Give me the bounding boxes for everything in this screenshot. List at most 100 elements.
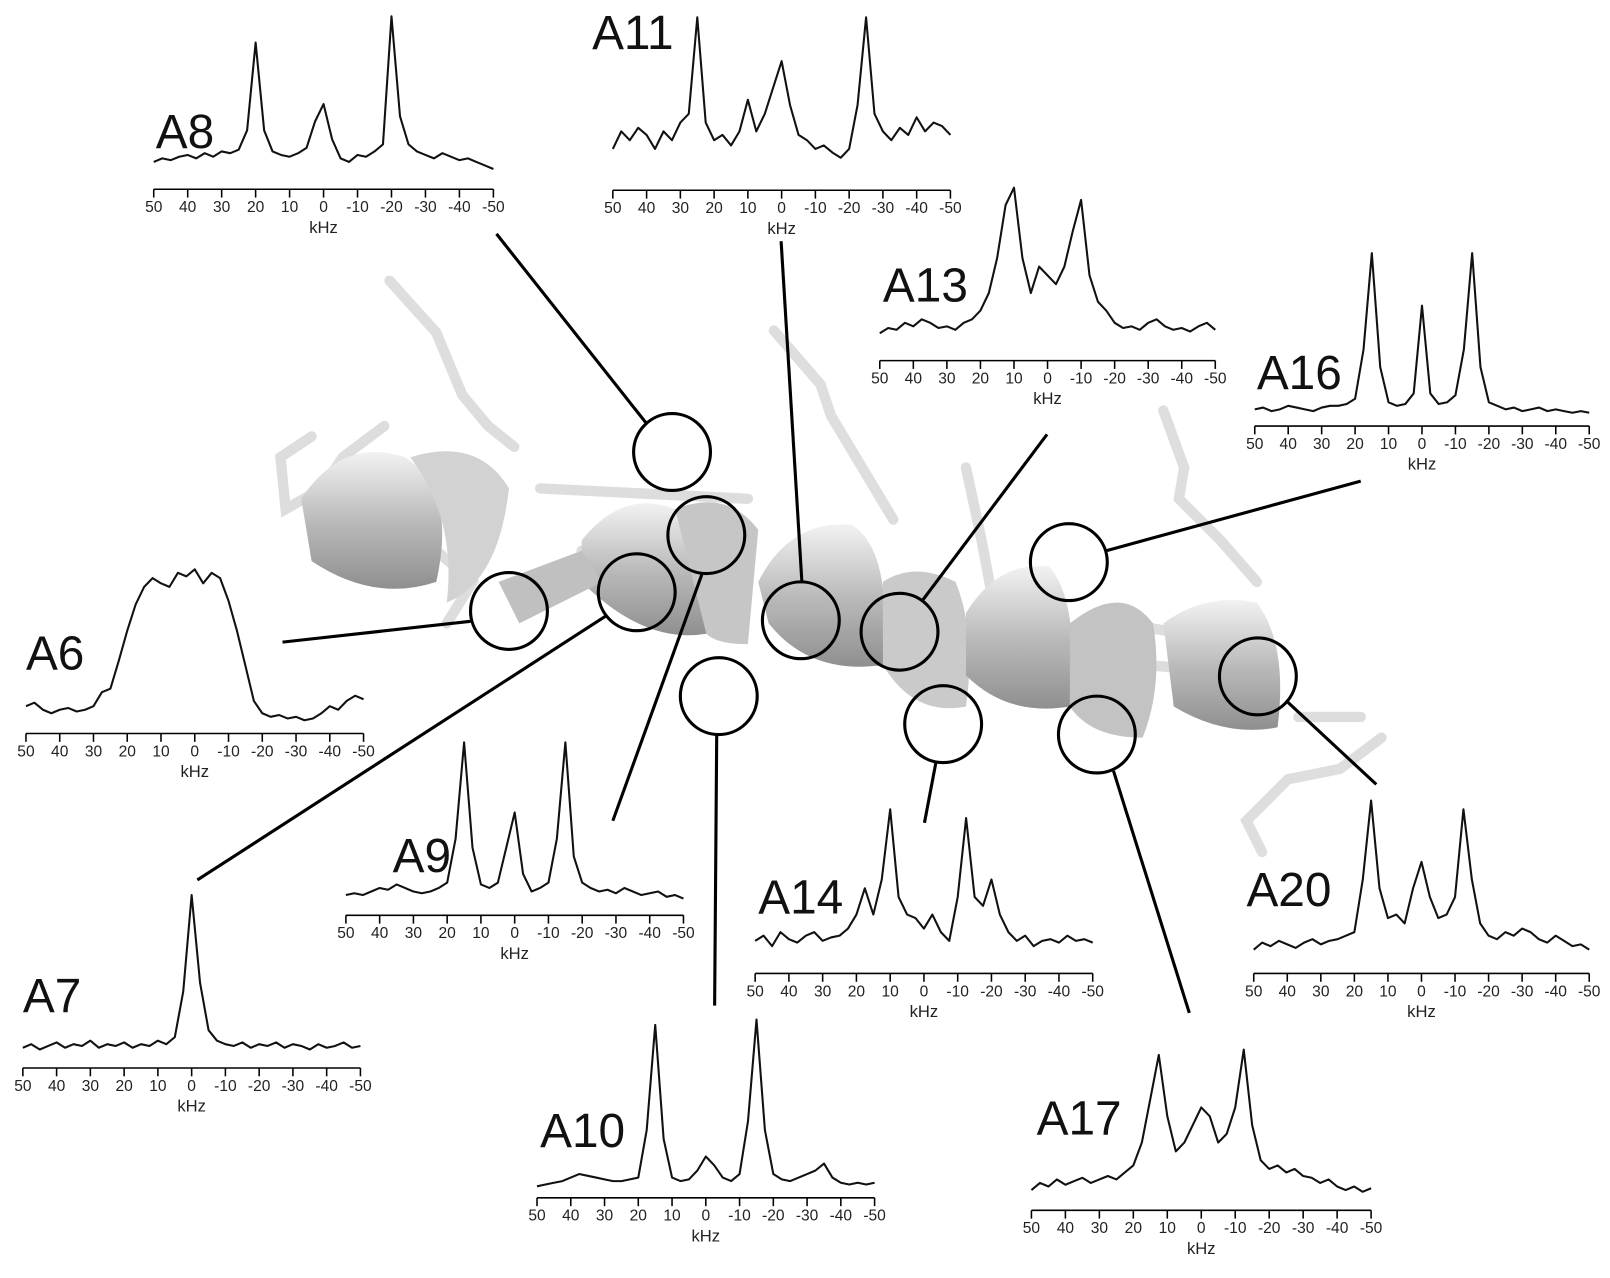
- x-tick-label: -30: [1511, 436, 1534, 453]
- x-tick-label: -50: [939, 200, 962, 217]
- x-tick-label: 30: [1091, 1220, 1109, 1237]
- spectrum-panel: A20 50 40 30 20 10 0 -10 -20 -30 -40 -50 kHz: [1245, 799, 1601, 1021]
- x-tick-label: -40: [638, 925, 661, 942]
- x-tick-label: 20: [630, 1208, 648, 1225]
- x-tick-label: 50: [14, 1078, 32, 1095]
- panel-title: A9: [393, 830, 451, 883]
- x-tick-label: -10: [1224, 1220, 1247, 1237]
- connector: [196, 614, 607, 882]
- x-tick-label: 10: [882, 983, 900, 1000]
- x-tick-label: -40: [315, 1078, 338, 1095]
- x-tick-label: 10: [1380, 436, 1398, 453]
- x-axis-label: kHz: [500, 944, 529, 963]
- x-tick-label: 20: [439, 925, 457, 942]
- x-tick-label: -50: [349, 1078, 372, 1095]
- x-tick-label: 0: [187, 1078, 196, 1095]
- spectrum-panel: A6 50 40 30 20 10 0 -10 -20 -30 -40 -50 kHz: [17, 568, 375, 781]
- spectrum-line: [22, 894, 361, 1051]
- x-tick-label: -40: [1544, 983, 1567, 1000]
- x-tick-label: 0: [1043, 370, 1052, 387]
- panel-title: A10: [540, 1105, 625, 1158]
- x-axis-label: kHz: [1187, 1239, 1216, 1258]
- x-tick-label: 50: [604, 200, 622, 217]
- x-tick-label: 20: [1125, 1220, 1143, 1237]
- x-tick-label: 50: [337, 925, 355, 942]
- x-tick-label: -30: [1137, 370, 1160, 387]
- x-tick-label: 40: [905, 370, 923, 387]
- panel-title: A14: [758, 871, 843, 924]
- panel-title: A16: [1257, 347, 1342, 400]
- x-tick-label: -40: [1545, 436, 1568, 453]
- spectrum-line: [536, 1018, 875, 1188]
- connector: [922, 762, 938, 824]
- connector: [779, 241, 804, 582]
- x-tick-label: 50: [1245, 983, 1263, 1000]
- x-tick-label: -20: [251, 743, 274, 760]
- connector: [921, 433, 1049, 602]
- x-tick-label: -50: [1578, 436, 1601, 453]
- x-tick-label: -20: [571, 925, 594, 942]
- x-tick-label: -10: [728, 1208, 751, 1225]
- x-tick-label: -40: [1326, 1220, 1349, 1237]
- x-tick-label: 30: [213, 199, 231, 216]
- site-markers: [196, 232, 1378, 1014]
- x-axis-label: kHz: [910, 1002, 939, 1021]
- site-circle: [1056, 694, 1137, 775]
- x-tick-label: -50: [482, 199, 505, 216]
- x-tick-label: -30: [1511, 983, 1534, 1000]
- site-circle: [596, 552, 677, 633]
- x-tick-label: -10: [537, 925, 560, 942]
- x-tick-label: 40: [179, 199, 197, 216]
- x-tick-label: -50: [863, 1208, 886, 1225]
- x-tick-label: -40: [448, 199, 471, 216]
- x-tick-label: -10: [346, 199, 369, 216]
- spectrum-line: [1253, 799, 1590, 951]
- x-tick-label: -10: [946, 983, 969, 1000]
- x-tick-label: -50: [672, 925, 695, 942]
- x-tick-label: -20: [1258, 1220, 1281, 1237]
- x-tick-label: -40: [905, 200, 928, 217]
- x-tick-label: -10: [217, 743, 240, 760]
- site-circle: [1028, 522, 1109, 603]
- x-tick-label: 10: [1005, 370, 1023, 387]
- x-tick-label: 10: [472, 925, 490, 942]
- x-tick-label: 0: [510, 925, 519, 942]
- x-tick-label: -20: [380, 199, 403, 216]
- x-axis-label: kHz: [767, 219, 796, 238]
- site-circle: [859, 591, 940, 672]
- spectrum-panel: A10 50 40 30 20 10 0 -10 -20 -30 -40 -50 kHz: [528, 1018, 886, 1245]
- x-tick-label: 20: [119, 743, 137, 760]
- connector: [1105, 479, 1362, 553]
- spectrum-line: [754, 808, 1094, 948]
- x-tick-label: -30: [414, 199, 437, 216]
- x-tick-label: 50: [145, 199, 163, 216]
- spectrum-panel: A9 50 40 30 20 10 0 -10 -20 -30 -40 -50 kHz: [337, 741, 695, 963]
- x-tick-label: -20: [980, 983, 1003, 1000]
- spectrum-line: [153, 15, 494, 170]
- x-tick-label: 0: [1197, 1220, 1206, 1237]
- x-tick-label: -20: [248, 1078, 271, 1095]
- connector: [1112, 770, 1191, 1014]
- x-tick-label: 10: [1159, 1220, 1177, 1237]
- x-tick-label: 30: [938, 370, 956, 387]
- x-tick-label: 40: [51, 743, 69, 760]
- panel-title: A8: [156, 106, 214, 159]
- spectrum-panel: A17 50 40 30 20 10 0 -10 -20 -30 -40 -50 kHz: [1023, 1048, 1383, 1258]
- x-tick-label: 30: [82, 1078, 100, 1095]
- spectrum-panel: A11 50 40 30 20 10 0 -10 -20 -30 -40 -50 kHz: [592, 7, 962, 238]
- x-tick-label: -40: [830, 1208, 853, 1225]
- x-tick-label: 40: [48, 1078, 66, 1095]
- x-tick-label: 40: [562, 1208, 580, 1225]
- spectrum-line: [1254, 252, 1590, 414]
- x-tick-label: 40: [1279, 983, 1297, 1000]
- x-axis-label: kHz: [1408, 455, 1437, 474]
- panel-title: A11: [592, 7, 673, 60]
- spectrum-line: [1030, 1048, 1372, 1193]
- site-circle: [666, 495, 747, 576]
- x-tick-label: 20: [1346, 983, 1364, 1000]
- x-tick-label: -30: [1292, 1220, 1315, 1237]
- site-circle: [1217, 636, 1298, 717]
- x-tick-label: 10: [281, 199, 299, 216]
